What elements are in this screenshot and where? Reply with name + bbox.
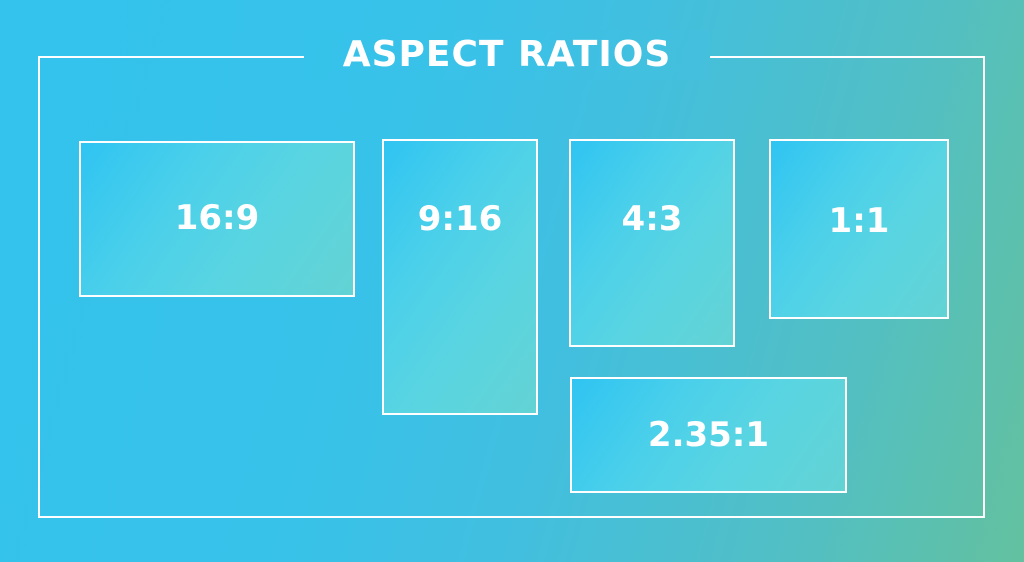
diagram-title: ASPECT RATIOS xyxy=(342,34,672,75)
ratio-box-2-35-1: 2.35:1 xyxy=(570,377,847,493)
title-background xyxy=(304,30,710,80)
ratio-box-9-16: 9:16 xyxy=(382,139,538,415)
ratio-box-4-3: 4:3 xyxy=(569,139,735,347)
ratio-label-2-35-1: 2.35:1 xyxy=(647,415,770,455)
ratio-box-16-9: 16:9 xyxy=(79,141,355,297)
ratio-label-1-1: 1:1 xyxy=(828,201,890,241)
ratio-label-9-16: 9:16 xyxy=(417,199,503,239)
ratio-label-4-3: 4:3 xyxy=(621,199,683,239)
ratio-box-1-1: 1:1 xyxy=(769,139,949,319)
ratio-label-16-9: 16:9 xyxy=(174,198,260,238)
